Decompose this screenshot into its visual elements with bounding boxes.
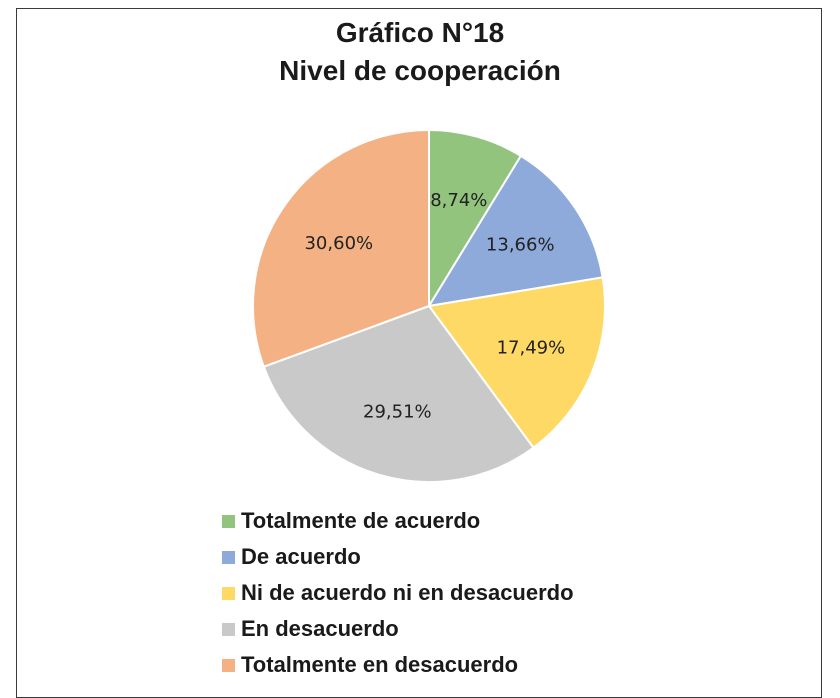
pie-slice <box>427 276 606 450</box>
legend-label: En desacuerdo <box>241 616 399 641</box>
chart-subtitle: Nivel de cooperación <box>279 55 561 86</box>
slice-data-label: 8,74% <box>430 190 487 211</box>
legend-label: Totalmente en desacuerdo <box>241 652 519 677</box>
chart-legend: Totalmente de acuerdo De acuerdo Ni de a… <box>222 503 574 683</box>
chart-title-block: Gráfico N°18 Nivel de cooperación <box>0 14 840 90</box>
slice-data-label: 17,49% <box>497 337 566 358</box>
legend-swatch <box>222 658 235 672</box>
legend-item: Totalmente de acuerdo <box>222 503 574 539</box>
legend-label: Totalmente de acuerdo <box>241 508 481 533</box>
legend-swatch <box>222 622 235 636</box>
legend-item: Totalmente en desacuerdo <box>222 647 574 683</box>
legend-label: De acuerdo <box>241 544 361 569</box>
slice-data-label: 30,60% <box>304 233 373 254</box>
pie-slice <box>252 128 430 368</box>
chart-title: Gráfico N°18 <box>335 17 505 48</box>
legend-swatch <box>222 550 235 564</box>
pie-slice <box>262 304 535 483</box>
pie-slice <box>427 154 604 308</box>
legend-label: Ni de acuerdo ni en desacuerdo <box>241 580 574 605</box>
legend-swatch <box>222 586 235 600</box>
legend-item: En desacuerdo <box>222 611 574 647</box>
slice-data-label: 29,51% <box>363 401 432 422</box>
slice-data-label: 13,66% <box>486 235 555 256</box>
legend-item: De acuerdo <box>222 539 574 575</box>
pie-slice <box>428 128 523 310</box>
pie-chart: 8,74% 13,66% 17,49% 29,51% 30,60% <box>252 128 606 483</box>
legend-swatch <box>222 514 235 528</box>
legend-item: Ni de acuerdo ni en desacuerdo <box>222 575 574 611</box>
